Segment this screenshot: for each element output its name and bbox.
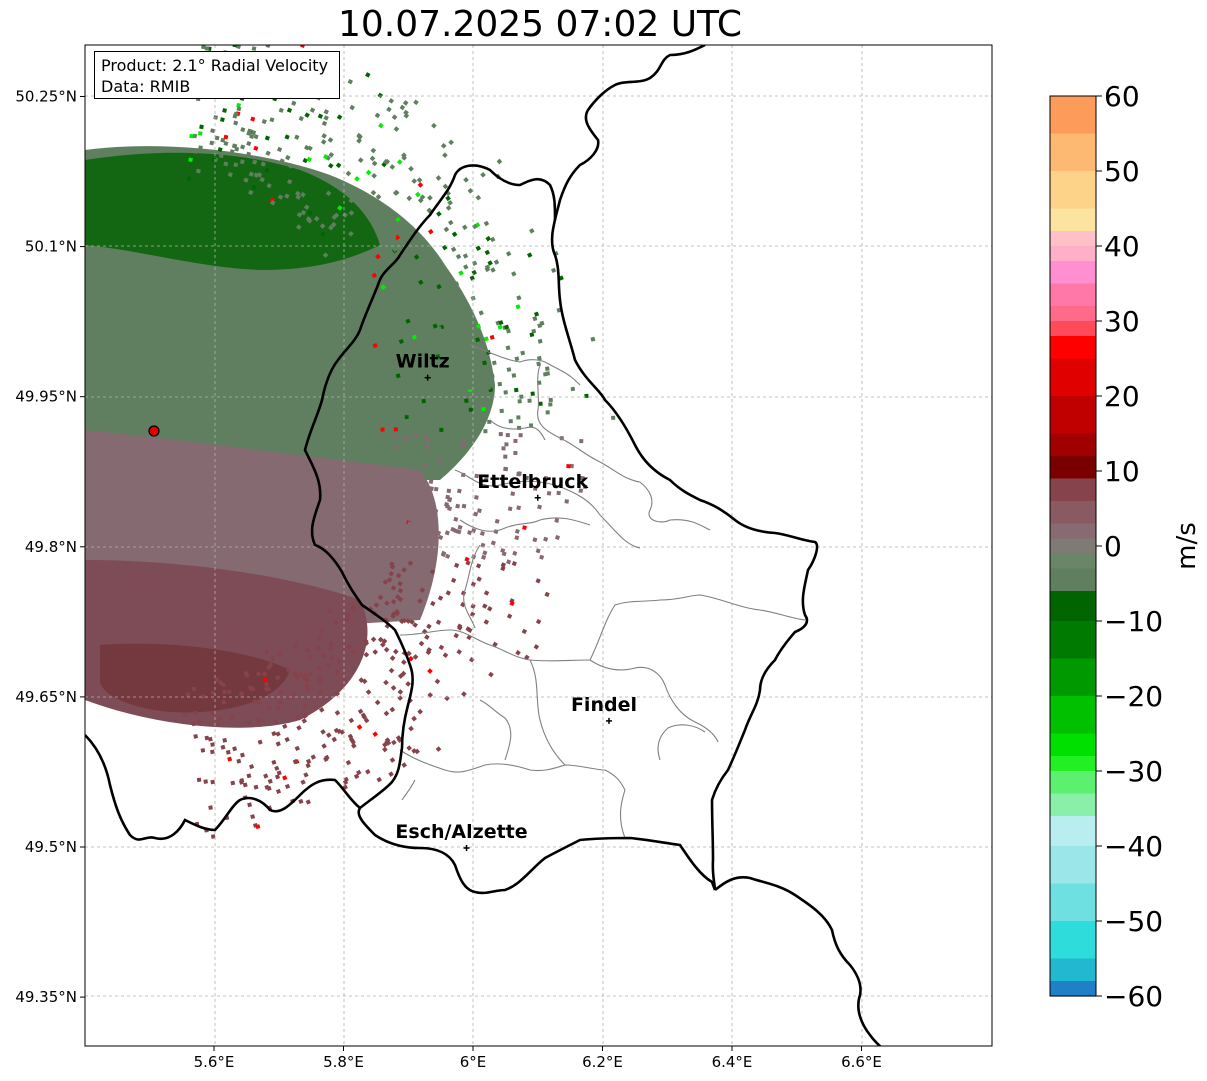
colorbar-band	[1050, 958, 1096, 982]
colorbar-tick-label: 30	[1104, 305, 1140, 338]
colorbar-band	[1050, 846, 1096, 885]
lat-tick-label: 49.5°N	[25, 838, 77, 856]
colorbar-band	[1050, 96, 1096, 135]
city-name: Wiltz	[396, 351, 450, 373]
colorbar-band	[1050, 538, 1096, 555]
radar-site-marker	[148, 425, 160, 437]
colorbar-band	[1050, 591, 1096, 622]
lat-tick-label: 49.95°N	[15, 388, 77, 406]
colorbar-band	[1050, 523, 1096, 540]
city-marker: Ettelbruck	[477, 471, 589, 501]
colorbar-tick-label: 0	[1104, 530, 1122, 563]
radar-echo-field	[85, 45, 616, 839]
colorbar-band	[1050, 793, 1096, 817]
lon-tick-label: 5.6°E	[194, 1053, 235, 1071]
colorbar-band	[1050, 246, 1096, 262]
colorbar-band	[1050, 283, 1096, 307]
lat-tick-label: 50.1°N	[25, 238, 77, 256]
velocity-strong-negative-area	[85, 152, 380, 270]
colorbar-tick-label: −50	[1104, 905, 1163, 938]
colorbar-tick-label: 20	[1104, 380, 1140, 413]
lon-tick-label: 6.2°E	[582, 1053, 623, 1071]
colorbar-band	[1050, 336, 1096, 360]
product-info-box: Product: 2.1° Radial Velocity Data: RMIB	[94, 51, 340, 99]
colorbar-tick-label: −60	[1104, 980, 1163, 1013]
lat-tick-label: 49.35°N	[15, 988, 77, 1006]
colorbar-band	[1050, 658, 1096, 697]
city-marker: Wiltz	[396, 351, 450, 381]
colorbar-band	[1050, 478, 1096, 502]
longitude-axis: 5.6°E 5.8°E 6°E 6.2°E 6.4°E 6.6°E	[194, 1046, 882, 1071]
lat-tick-label: 49.8°N	[25, 538, 77, 556]
colorbar-band	[1050, 621, 1096, 660]
colorbar-band	[1050, 568, 1096, 592]
colorbar-band	[1050, 433, 1096, 457]
map-frame	[84, 44, 993, 1047]
colorbar-band	[1050, 358, 1096, 397]
colorbar-band	[1050, 696, 1096, 735]
colorbar-tick-label: 50	[1104, 155, 1140, 188]
city-marker: Findel	[571, 694, 637, 724]
lat-tick-label: 49.65°N	[15, 688, 77, 706]
colorbar-band	[1050, 208, 1096, 232]
colorbar-band	[1050, 231, 1096, 247]
lon-tick-label: 6.4°E	[712, 1053, 753, 1071]
canton-boundaries	[399, 344, 806, 839]
colorbar-band	[1050, 501, 1096, 525]
latitude-axis: 50.25°N 50.1°N 49.95°N 49.8°N 49.65°N 49.5°N 4…	[15, 87, 85, 1006]
colorbar-band	[1050, 816, 1096, 847]
colorbar-ticks: 60 50 40 30 20 10 0 −10 −20 −30 −40 −50 −60	[1096, 80, 1163, 1013]
product-label: Product: 2.1° Radial Velocity	[101, 56, 329, 75]
city-marker: Esch/Alzette	[395, 821, 528, 852]
colorbar-tick-label: 40	[1104, 230, 1140, 263]
colorbar-tick-label: 60	[1104, 80, 1140, 113]
colorbar-tick-label: −20	[1104, 680, 1163, 713]
colorbar-band	[1050, 756, 1096, 772]
colorbar-tick-label: −40	[1104, 830, 1163, 863]
colorbar-band	[1050, 261, 1096, 285]
colorbar-band	[1050, 921, 1096, 960]
colorbar-band	[1050, 883, 1096, 922]
city-name: Esch/Alzette	[395, 821, 527, 843]
city-name: Ettelbruck	[477, 471, 588, 493]
data-source-label: Data: RMIB	[101, 77, 191, 96]
colorbar-band	[1050, 771, 1096, 795]
colorbar-band	[1050, 553, 1096, 570]
map-title: 10.07.2025 07:02 UTC	[337, 4, 743, 45]
colorbar-band	[1050, 133, 1096, 172]
colorbar-tick-label: −10	[1104, 605, 1163, 638]
colorbar-tick-label: −30	[1104, 755, 1163, 788]
colorbar-band	[1050, 171, 1096, 210]
colorbar-band	[1050, 321, 1096, 337]
lon-tick-label: 5.8°E	[323, 1053, 364, 1071]
colorbar-band	[1050, 456, 1096, 480]
city-labels: Wiltz Ettelbruck Findel Esch/Alzette	[395, 351, 637, 852]
colorbar-band	[1050, 733, 1096, 757]
colorbar-band	[1050, 306, 1096, 322]
colorbar-band	[1050, 981, 1096, 997]
lat-tick-label: 50.25°N	[15, 87, 77, 105]
lon-tick-label: 6°E	[460, 1053, 487, 1071]
national-borders	[85, 45, 882, 1046]
colorbar-band	[1050, 396, 1096, 435]
city-name: Findel	[571, 694, 637, 716]
colorbar-unit-label: m/s	[1172, 522, 1202, 570]
lon-tick-label: 6.6°E	[841, 1053, 882, 1071]
colorbar-tick-label: 10	[1104, 455, 1140, 488]
